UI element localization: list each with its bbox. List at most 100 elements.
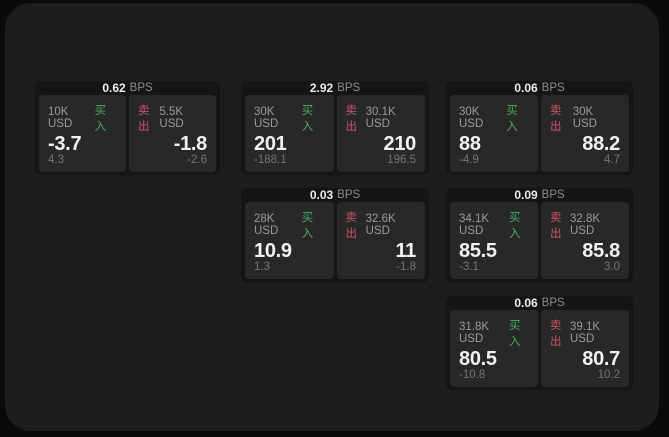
buy-delta: -188.1 [254, 154, 287, 166]
buy-delta: -3.1 [459, 261, 479, 273]
card-body: 28K USD 买入 10.9 1.3 卖出 32.6K USD 11 -1.8 [245, 202, 425, 279]
sell-tile-header: 卖出 30.1K USD [346, 102, 417, 134]
buy-amount: 28K USD [254, 213, 279, 237]
card-body: 31.8K USD 买入 80.5 -10.8 卖出 39.1K USD 80.… [450, 310, 629, 387]
buy-delta: -10.8 [459, 369, 486, 381]
buy-tile-header: 31.8K USD 买入 [459, 317, 529, 349]
bps-value: 0.06 [514, 296, 538, 310]
sell-side-label: 卖出 [345, 212, 358, 240]
buy-price: 201 [254, 133, 287, 155]
sell-tile[interactable]: 卖出 39.1K USD 80.7 10.2 [541, 310, 629, 387]
buy-side-label: 买入 [509, 320, 521, 348]
quote-card: 0.06 BPS 31.8K USD 买入 80.5 -10.8 卖出 39.1… [446, 296, 633, 390]
card-slot: 2.92 BPS 30K USD 买入 201 -188.1 卖出 30.1K … [241, 81, 429, 175]
quote-card: 0.03 BPS 28K USD 买入 10.9 1.3 卖出 32.6K US… [241, 188, 429, 282]
buy-tile-header: 28K USD 买入 [254, 209, 325, 241]
sell-tile-header: 卖出 30K USD [550, 102, 620, 134]
sell-delta: 3.0 [604, 261, 620, 273]
buy-amount: 31.8K USD [459, 321, 490, 345]
bps-unit: BPS [541, 82, 565, 94]
buy-tile[interactable]: 30K USD 买入 201 -188.1 [245, 95, 334, 172]
card-body: 30K USD 买入 88 -4.9 卖出 30K USD 88.2 4.7 [450, 95, 629, 172]
buy-tile[interactable]: 30K USD 买入 88 -4.9 [450, 95, 538, 172]
buy-price: 80.5 [459, 348, 497, 370]
buy-side-label: 买入 [94, 105, 107, 133]
buy-amount: 30K USD [254, 106, 279, 130]
quote-card: 0.09 BPS 34.1K USD 买入 85.5 -3.1 卖出 32.8K… [446, 188, 633, 282]
sell-price: 80.7 [582, 348, 620, 370]
buy-tile[interactable]: 28K USD 买入 10.9 1.3 [245, 202, 334, 279]
sell-tile[interactable]: 卖出 5.5K USD -1.8 -2.6 [129, 95, 216, 172]
bps-unit: BPS [337, 82, 361, 94]
sell-price: 85.8 [582, 240, 620, 262]
quote-card: 2.92 BPS 30K USD 买入 201 -188.1 卖出 30.1K … [241, 81, 429, 175]
buy-delta: -4.9 [459, 154, 479, 166]
card-slot: 0.06 BPS 30K USD 买入 88 -4.9 卖出 30K USD [446, 81, 633, 175]
buy-price: 88 [459, 133, 481, 155]
buy-side-label: 买入 [506, 105, 518, 133]
buy-tile[interactable]: 10K USD 买入 -3.7 4.3 [39, 95, 126, 172]
sell-delta: 4.7 [604, 154, 620, 166]
sell-delta: 196.5 [387, 154, 416, 166]
card-body: 30K USD 买入 201 -188.1 卖出 30.1K USD 210 1… [245, 95, 425, 172]
sell-amount: 32.8K USD [570, 213, 601, 237]
sell-tile[interactable]: 卖出 32.6K USD 11 -1.8 [336, 202, 425, 279]
card-slot: 0.09 BPS 34.1K USD 买入 85.5 -3.1 卖出 32.8K… [446, 188, 633, 282]
sell-price: 11 [395, 240, 416, 262]
sell-price: -1.8 [173, 133, 208, 155]
buy-delta: 1.3 [254, 261, 270, 273]
card-slot: 0.03 BPS 28K USD 买入 10.9 1.3 卖出 32.6K US… [241, 188, 429, 282]
card-header: 0.03 BPS [245, 188, 425, 202]
sell-amount: 30.1K USD [365, 106, 396, 130]
buy-side-label: 买入 [301, 105, 314, 133]
buy-tile-header: 30K USD 买入 [254, 102, 325, 134]
sell-side-label: 卖出 [138, 105, 150, 133]
buy-tile-header: 34.1K USD 买入 [459, 209, 529, 241]
card-header: 2.92 BPS [245, 81, 425, 95]
sell-tile[interactable]: 卖出 30K USD 88.2 4.7 [541, 95, 629, 172]
sell-amount: 32.6K USD [365, 213, 396, 237]
buy-tile[interactable]: 31.8K USD 买入 80.5 -10.8 [450, 310, 538, 387]
bps-value: 0.62 [102, 81, 126, 95]
sell-delta: -1.8 [396, 261, 416, 273]
card-slot: 0.62 BPS 10K USD 买入 -3.7 4.3 卖出 5.5K USD [35, 81, 220, 175]
buy-price: -3.7 [48, 133, 82, 155]
card-header: 0.62 BPS [39, 81, 216, 95]
buy-tile-header: 30K USD 买入 [459, 102, 529, 134]
sell-price: 88.2 [582, 133, 620, 155]
sell-tile[interactable]: 卖出 32.8K USD 85.8 3.0 [541, 202, 629, 279]
sell-amount: 5.5K USD [159, 106, 184, 130]
buy-amount: 34.1K USD [459, 213, 490, 237]
buy-tile-header: 10K USD 买入 [48, 102, 117, 134]
bps-value: 0.06 [514, 81, 538, 95]
sell-side-label: 卖出 [345, 105, 358, 133]
sell-tile-header: 卖出 39.1K USD [550, 317, 620, 349]
bps-value: 2.92 [309, 81, 334, 95]
sell-price: 210 [383, 133, 417, 155]
card-header: 0.09 BPS [450, 188, 629, 202]
buy-side-label: 买入 [509, 212, 521, 240]
buy-side-label: 买入 [301, 212, 314, 240]
sell-side-label: 卖出 [550, 105, 562, 133]
quote-card: 0.06 BPS 30K USD 买入 88 -4.9 卖出 30K USD [446, 81, 633, 175]
card-header: 0.06 BPS [450, 81, 629, 95]
card-body: 10K USD 买入 -3.7 4.3 卖出 5.5K USD -1.8 -2.… [39, 95, 216, 172]
sell-tile-header: 卖出 5.5K USD [138, 102, 207, 134]
sell-delta: -2.6 [187, 154, 207, 166]
buy-delta: 4.3 [48, 154, 64, 166]
bps-value: 0.03 [309, 188, 334, 202]
sell-delta: 10.2 [597, 369, 620, 381]
quote-card: 0.62 BPS 10K USD 买入 -3.7 4.3 卖出 5.5K USD [35, 81, 220, 175]
buy-amount: 30K USD [459, 106, 484, 130]
buy-price: 85.5 [459, 240, 497, 262]
sell-amount: 30K USD [572, 106, 597, 130]
sell-amount: 39.1K USD [570, 321, 601, 345]
sell-side-label: 卖出 [550, 212, 562, 240]
buy-tile[interactable]: 34.1K USD 买入 85.5 -3.1 [450, 202, 538, 279]
bps-unit: BPS [541, 189, 565, 201]
bps-unit: BPS [129, 82, 153, 94]
sell-tile[interactable]: 卖出 30.1K USD 210 196.5 [336, 95, 425, 172]
card-body: 34.1K USD 买入 85.5 -3.1 卖出 32.8K USD 85.8… [450, 202, 629, 279]
card-header: 0.06 BPS [450, 296, 629, 310]
